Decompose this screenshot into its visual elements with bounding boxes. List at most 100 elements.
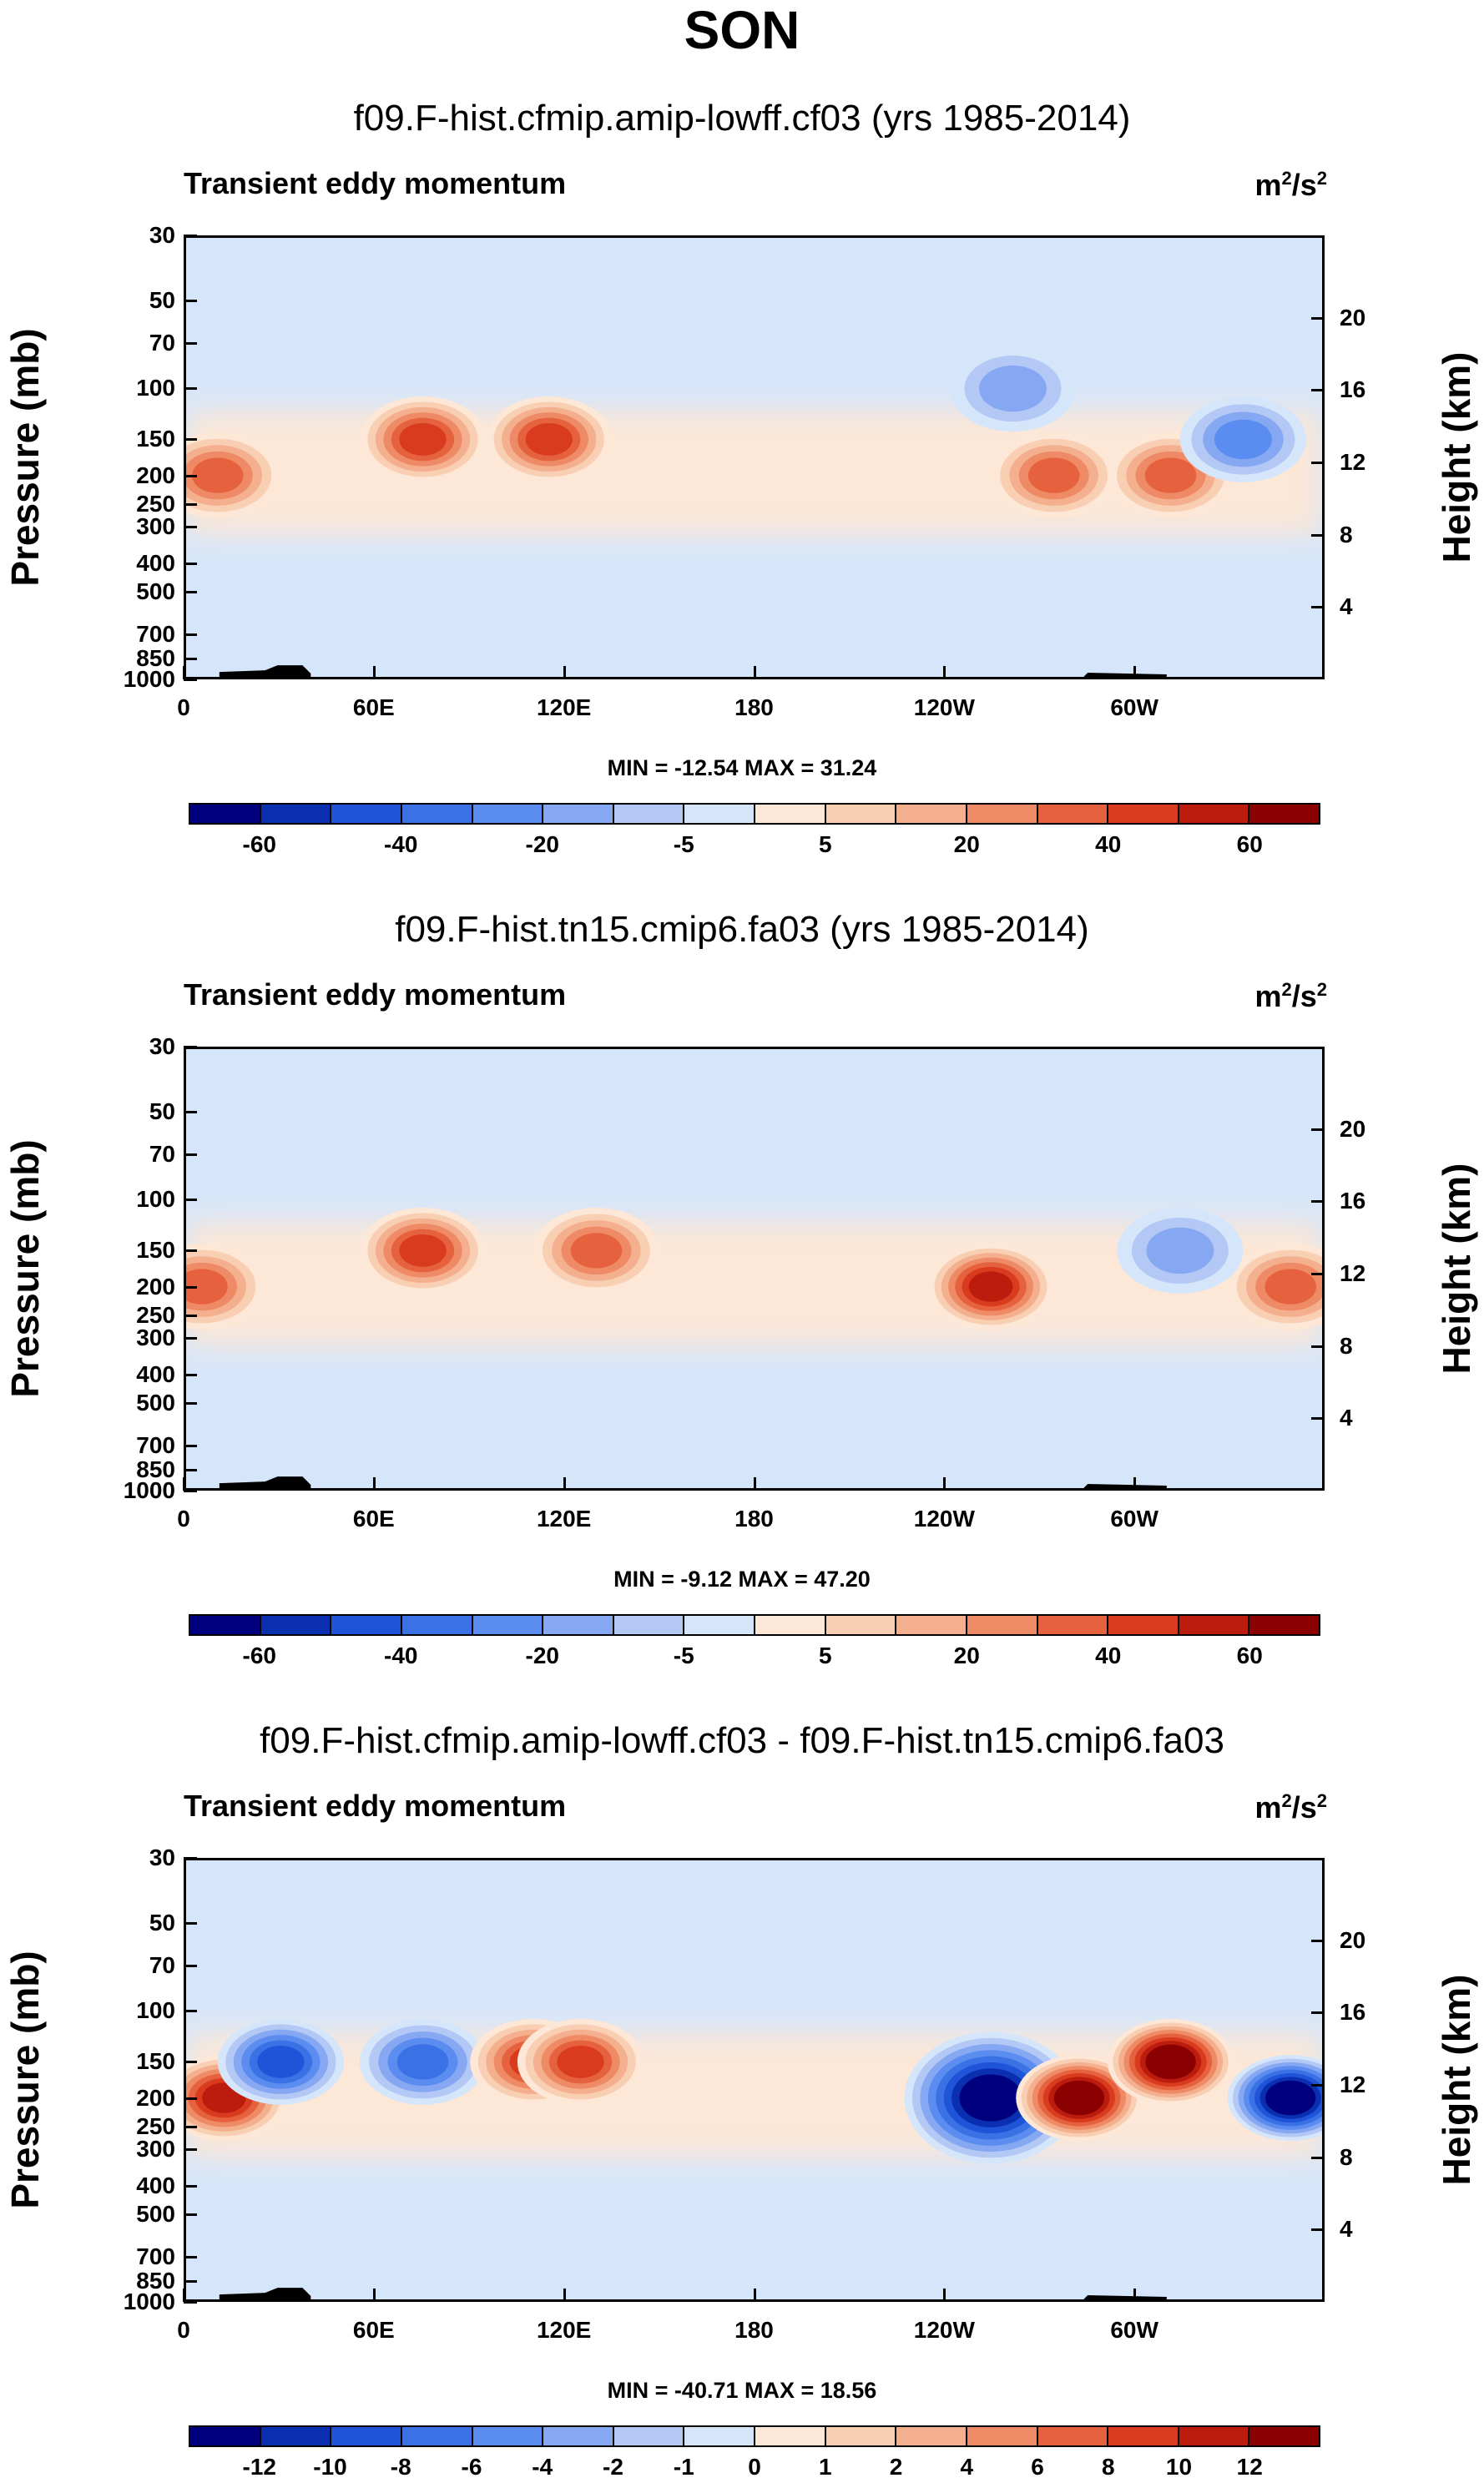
longitude-tick-label: 60E	[352, 2317, 395, 2343]
longitude-tick-label: 60W	[1110, 2317, 1158, 2343]
longitude-tick-label: 60W	[1110, 694, 1158, 720]
pressure-tick	[184, 1198, 197, 1201]
pressure-tick-label: 500	[136, 2200, 175, 2227]
longitude-tick	[943, 666, 946, 679]
y-axis-title: Pressure (mb)	[3, 1951, 47, 2209]
plot-area	[184, 1047, 1325, 1491]
variable-label: Transient eddy momentum	[184, 166, 567, 200]
colorbar-label: -20	[525, 1643, 559, 1668]
colorbar-swatch	[1037, 805, 1109, 823]
variable-label: Transient eddy momentum	[184, 977, 567, 1012]
colorbar-swatch	[1249, 2427, 1319, 2445]
height-tick-label: 12	[1340, 2071, 1366, 2097]
colorbar-swatch	[543, 805, 614, 823]
height-tick	[1311, 2011, 1325, 2015]
height-tick	[1311, 1939, 1325, 1942]
pressure-tick	[184, 562, 197, 565]
height-tick-label: 16	[1340, 1999, 1366, 2026]
contour-field	[186, 1049, 1322, 1488]
colorbar-label: 5	[818, 831, 832, 857]
colorbar-swatch	[613, 1616, 685, 1634]
colorbar-swatch	[472, 2427, 544, 2445]
colorbar-swatch	[684, 2427, 755, 2445]
colorbar-swatch	[684, 1616, 755, 1634]
contour-level	[557, 2045, 604, 2078]
pressure-tick	[184, 438, 197, 442]
pressure-tick-label: 400	[136, 549, 175, 576]
colorbar-swatch	[613, 805, 685, 823]
colorbar-label: 20	[953, 1643, 980, 1668]
pressure-tick	[184, 1110, 197, 1113]
pressure-tick	[184, 526, 197, 529]
pressure-tick	[184, 2280, 197, 2284]
pressure-tick	[184, 299, 197, 302]
longitude-tick	[1133, 1477, 1137, 1491]
pressure-tick-label: 700	[136, 1431, 175, 1458]
pressure-tick-label: 30	[149, 1845, 175, 1870]
colorbar	[189, 1614, 1320, 1636]
variable-label: Transient eddy momentum	[184, 1789, 567, 1823]
pressure-tick-label: 200	[136, 1273, 175, 1300]
pressure-tick-label: 1000	[123, 2289, 175, 2314]
colorbar-label: -20	[525, 831, 559, 857]
colorbar-label: 1	[818, 2454, 832, 2480]
pressure-tick-label: 500	[136, 1389, 175, 1416]
pressure-tick-label: 70	[149, 329, 175, 356]
contour-level	[257, 2045, 305, 2078]
colorbar-swatch	[684, 805, 755, 823]
pressure-tick	[184, 590, 197, 593]
pressure-tick-label: 250	[136, 2112, 175, 2139]
pressure-tick-label: 50	[149, 1909, 175, 1935]
panel-3: f09.F-hist.cfmip.amip-lowff.cf03 - f09.F…	[0, 1623, 1484, 2482]
colorbar-swatch	[260, 2427, 332, 2445]
colorbar-swatch	[1037, 1616, 1109, 1634]
pressure-tick	[184, 2125, 197, 2128]
min-max-stats: MIN = -9.12 MAX = 47.20	[613, 1567, 871, 1592]
colorbar-label: -8	[390, 2454, 411, 2480]
colorbar-swatch	[331, 2427, 402, 2445]
longitude-tick-label: 60W	[1110, 1506, 1158, 1532]
pressure-tick-label: 30	[149, 1033, 175, 1059]
pressure-tick	[184, 2255, 197, 2258]
colorbar-swatch	[543, 1616, 614, 1634]
height-tick-label: 20	[1340, 1926, 1366, 1953]
contour-level	[967, 2080, 1015, 2116]
contour-field	[186, 1860, 1322, 2299]
height-tick	[1311, 1128, 1325, 1131]
right-axis-title: Height (km)	[1435, 1163, 1478, 1375]
contour-level	[968, 1271, 1013, 1302]
contour-level	[1214, 419, 1273, 460]
colorbar-swatch	[190, 805, 261, 823]
height-tick-label: 12	[1340, 448, 1366, 475]
pressure-tick	[184, 2148, 197, 2152]
colorbar-label: 0	[748, 2454, 761, 2480]
contour-field	[186, 238, 1322, 677]
pressure-tick-label: 1000	[123, 1477, 175, 1503]
colorbar-swatch	[967, 1616, 1038, 1634]
colorbar-swatch	[825, 2427, 897, 2445]
plot-area	[184, 1858, 1325, 2302]
longitude-tick	[372, 666, 376, 679]
contour-level	[186, 1269, 228, 1305]
longitude-tick-label: 60E	[352, 694, 395, 720]
pressure-tick	[184, 1401, 197, 1405]
longitude-tick-label: 120W	[913, 1506, 975, 1532]
contour-level	[192, 457, 244, 493]
pressure-tick-label: 400	[136, 1360, 175, 1387]
min-max-stats: MIN = -12.54 MAX = 31.24	[607, 755, 877, 780]
min-max-stats: MIN = -40.71 MAX = 18.56	[607, 2378, 877, 2403]
longitude-tick-label: 120E	[536, 694, 592, 720]
pressure-tick-label: 300	[136, 1325, 175, 1351]
pressure-tick	[184, 474, 197, 477]
colorbar-swatch	[1037, 2427, 1109, 2445]
pressure-tick-label: 300	[136, 2136, 175, 2163]
units-label: m2/s2	[1254, 979, 1327, 1013]
contour-level	[396, 2044, 449, 2080]
colorbar-label: 60	[1236, 831, 1263, 857]
pressure-tick-label: 850	[136, 2268, 175, 2294]
height-tick	[1311, 1272, 1325, 1275]
height-tick	[1311, 1345, 1325, 1348]
height-tick	[1311, 2156, 1325, 2159]
pressure-tick	[184, 1857, 197, 1860]
panel-2: f09.F-hist.tn15.cmip6.fa03 (yrs 1985-201…	[0, 811, 1484, 1671]
